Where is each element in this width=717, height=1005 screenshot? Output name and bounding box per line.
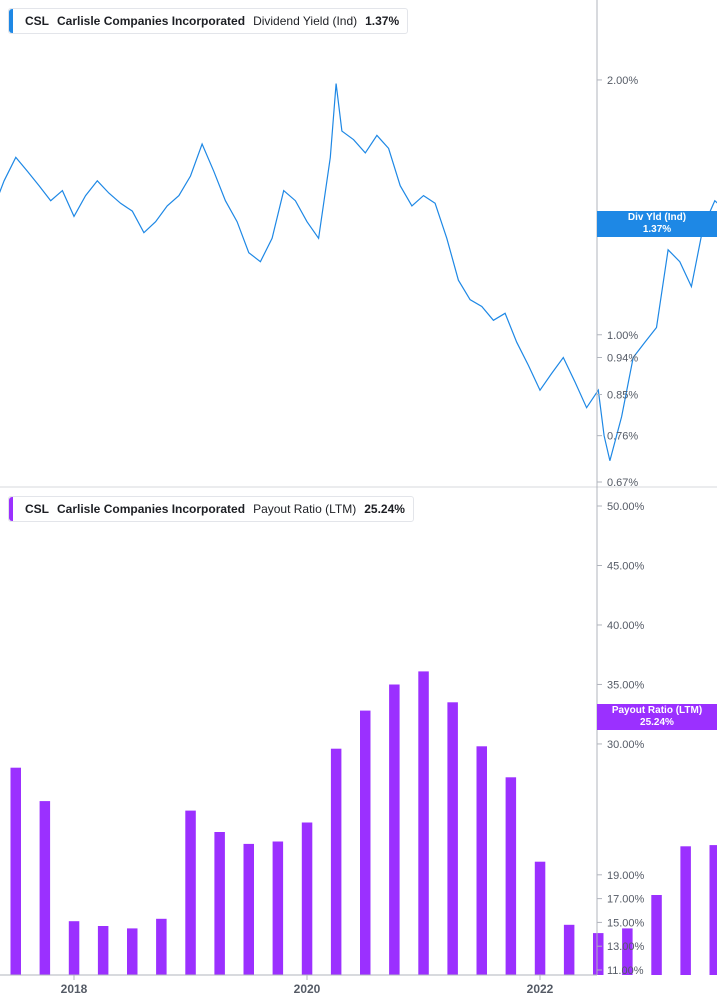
y-tick-label-top: 0.67% (607, 477, 638, 489)
payout-bar (593, 933, 604, 975)
payout-bar (680, 846, 691, 975)
y-tick-label-top: 0.94% (607, 353, 638, 365)
y-tick-label-top: 0.76% (607, 431, 638, 443)
legend-value: 1.37% (365, 14, 400, 28)
legend-dividend[interactable]: CSL Carlisle Companies Incorporated Divi… (8, 8, 409, 34)
payout-bars (10, 671, 717, 975)
payout-bar (418, 671, 429, 975)
payout-bar (534, 861, 546, 975)
payout-bar (272, 841, 284, 975)
y-tick-label-bottom: 45.00% (607, 560, 645, 572)
payout-bar (301, 822, 313, 975)
x-tick-label: 2018 (61, 982, 88, 996)
badge-payout-value: 25.24% (640, 717, 674, 728)
legend-value: 25.24% (364, 502, 405, 516)
badge-dividend-value: 1.37% (642, 224, 672, 235)
y-tick-label-bottom: 30.00% (607, 739, 645, 751)
payout-bar (447, 702, 458, 975)
x-tick-label: 2022 (527, 982, 554, 996)
y-tick-label-bottom: 13.00% (607, 941, 645, 953)
legend-ticker: CSL (25, 502, 49, 516)
payout-bar (389, 684, 400, 975)
legend-company: Carlisle Companies Incorporated (57, 14, 246, 28)
payout-bar (97, 926, 109, 975)
dividend-yield-line (0, 83, 717, 461)
legend-company: Carlisle Companies Incorporated (57, 502, 246, 516)
legend-metric: Payout Ratio (LTM) (253, 502, 357, 516)
legend-swatch-dividend (9, 9, 13, 33)
payout-bar (10, 767, 21, 975)
payout-bar (330, 748, 342, 975)
payout-bar (185, 810, 196, 975)
y-tick-label-bottom: 15.00% (607, 917, 645, 929)
payout-bar (68, 921, 80, 975)
y-tick-label-bottom: 17.00% (607, 894, 645, 906)
legend-swatch-payout (9, 497, 13, 521)
y-tick-label-bottom: 35.00% (607, 679, 645, 691)
badge-payout: Payout Ratio (LTM) 25.24% (597, 704, 717, 730)
payout-bar (156, 918, 167, 975)
legend-payout[interactable]: CSL Carlisle Companies Incorporated Payo… (8, 496, 414, 522)
legend-ticker: CSL (25, 14, 49, 28)
y-tick-label-bottom: 19.00% (607, 870, 645, 882)
y-tick-label-top: 1.00% (607, 330, 638, 342)
badge-payout-label: Payout Ratio (LTM) (611, 705, 703, 716)
payout-bar (505, 777, 517, 975)
payout-bar (476, 746, 487, 975)
payout-bar (360, 710, 371, 975)
y-tick-label-top: 2.00% (607, 75, 638, 87)
payout-bar (709, 845, 717, 975)
payout-bar (651, 895, 662, 975)
y-tick-label-top: 0.85% (607, 390, 638, 402)
y-tick-label-bottom: 40.00% (607, 620, 645, 632)
badge-dividend-label: Div Yld (Ind) (627, 212, 687, 223)
payout-bar (563, 924, 575, 975)
badge-dividend: Div Yld (Ind) 1.37% (597, 211, 717, 237)
legend-metric: Dividend Yield (Ind) (253, 14, 358, 28)
y-tick-label-bottom: 11.00% (607, 965, 644, 977)
payout-bar (214, 832, 225, 975)
y-tick-label-bottom: 50.00% (607, 501, 645, 513)
payout-bar (127, 928, 138, 975)
payout-bar (39, 801, 51, 975)
x-tick-label: 2020 (294, 982, 321, 996)
payout-bar (622, 928, 633, 975)
payout-bar (243, 843, 254, 975)
